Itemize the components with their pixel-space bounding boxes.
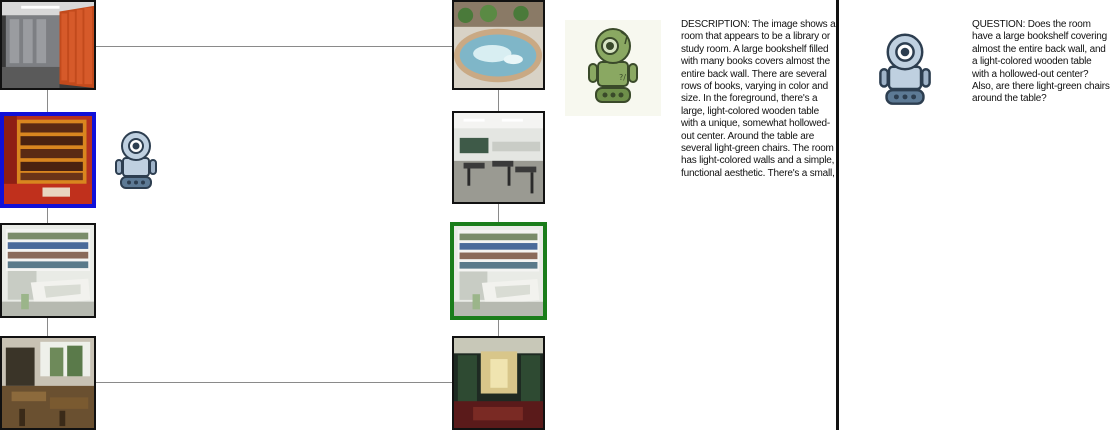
connector-top [95, 46, 452, 47]
reading-room-photo [2, 338, 94, 428]
panel-divider [836, 0, 839, 430]
left-image-wine-shelves[interactable] [0, 112, 96, 208]
library-table-photo [454, 226, 543, 316]
left-image-locker-room[interactable] [0, 0, 96, 90]
svg-text:?/: ?/ [619, 73, 626, 82]
locker-room-photo [2, 2, 94, 88]
describer-robot-icon: ?/ [583, 26, 643, 106]
hot-tub-photo [454, 2, 543, 88]
classroom-photo [454, 113, 543, 202]
question-text: QUESTION: Does the room have a large boo… [972, 19, 1110, 105]
connector-right-1 [498, 89, 499, 111]
robot-icon: ?/ [588, 28, 638, 103]
left-image-reading-room[interactable] [0, 336, 96, 430]
connector-right-2 [498, 203, 499, 222]
right-image-hotel-lobby[interactable] [452, 336, 545, 430]
library-table-photo [2, 225, 94, 316]
connector-left-2 [47, 207, 48, 224]
robot-icon [879, 33, 931, 105]
right-image-classroom[interactable] [452, 111, 545, 204]
connector-left-1 [47, 89, 48, 113]
robot-icon [115, 131, 157, 189]
wine-shelves-photo [4, 116, 92, 204]
connector-bottom [95, 382, 452, 383]
right-image-library-table[interactable] [450, 222, 547, 320]
right-image-hot-tub[interactable] [452, 0, 545, 90]
left-image-library-table[interactable] [0, 223, 96, 318]
connector-left-3 [47, 317, 48, 337]
connector-right-3 [498, 320, 499, 336]
questioner-robot-icon [873, 28, 937, 108]
description-text: DESCRIPTION: The image shows a room that… [681, 19, 836, 179]
hotel-lobby-photo [454, 338, 543, 428]
left-agent-robot-icon [110, 128, 162, 190]
